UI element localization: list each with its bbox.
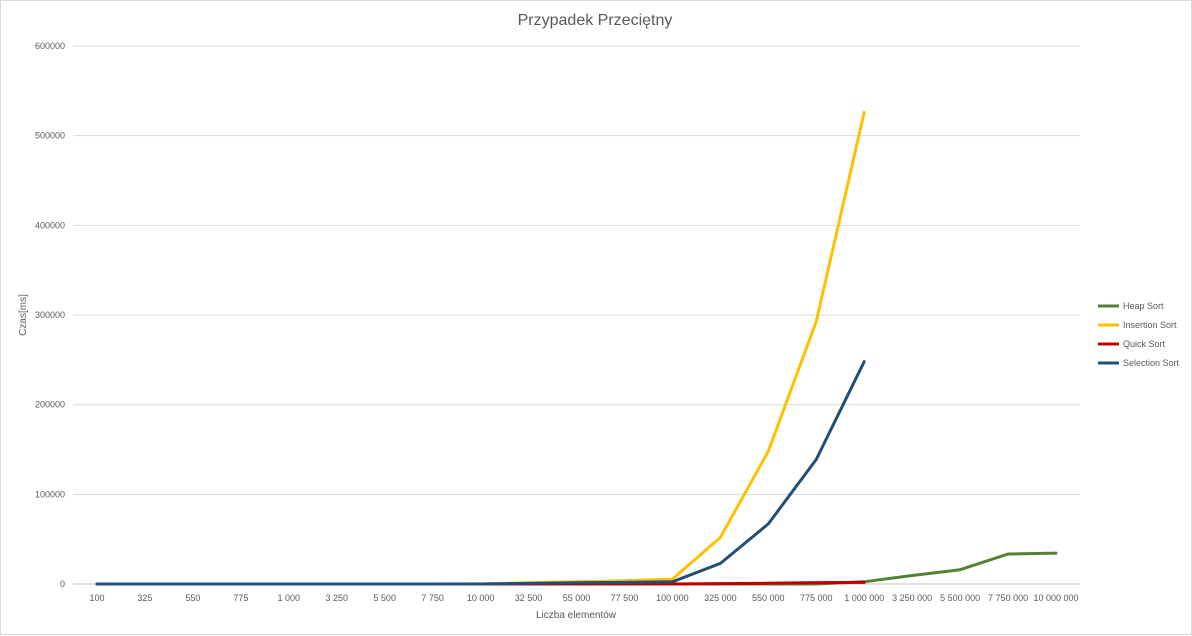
x-axis-ticks: 100 325 550 775 1 000 3 250 5 500 7 750 10 000 32… bbox=[89, 593, 1078, 603]
y-tick-label: 400000 bbox=[35, 220, 65, 230]
y-tick-label: 500000 bbox=[35, 131, 65, 141]
y-axis-title: Czas[ms] bbox=[18, 294, 29, 336]
legend-label: Heap Sort bbox=[1123, 301, 1164, 311]
y-tick-label: 200000 bbox=[35, 400, 65, 410]
x-tick-label: 3 250 bbox=[325, 593, 348, 603]
series-line-heap-sort bbox=[95, 551, 1058, 586]
x-tick-label: 55 000 bbox=[563, 593, 591, 603]
legend: Heap Sort Insertion Sort Quick Sort Selecti… bbox=[1098, 301, 1180, 368]
legend-label: Quick Sort bbox=[1123, 339, 1166, 349]
x-tick-label: 5 500 bbox=[373, 593, 396, 603]
x-tick-label: 550 000 bbox=[752, 593, 785, 603]
y-tick-label: 600000 bbox=[35, 41, 65, 51]
x-tick-label: 7 750 000 bbox=[988, 593, 1028, 603]
gridlines bbox=[73, 45, 1080, 585]
x-tick-label: 325 bbox=[137, 593, 152, 603]
y-tick-label: 300000 bbox=[35, 310, 65, 320]
x-tick-label: 3 250 000 bbox=[892, 593, 932, 603]
y-tick-label: 100000 bbox=[35, 489, 65, 499]
y-tick-label: 0 bbox=[60, 579, 65, 589]
x-tick-label: 77 500 bbox=[611, 593, 639, 603]
chart-title: Przypadek Przeciętny bbox=[518, 12, 673, 29]
x-tick-label: 1 000 000 bbox=[844, 593, 884, 603]
series-line-selection-sort bbox=[95, 360, 866, 586]
series-line-insertion-sort bbox=[95, 110, 866, 586]
x-tick-label: 5 500 000 bbox=[940, 593, 980, 603]
x-tick-label: 775 bbox=[233, 593, 248, 603]
x-tick-label: 325 000 bbox=[704, 593, 737, 603]
x-tick-label: 100 bbox=[89, 593, 104, 603]
x-tick-label: 775 000 bbox=[800, 593, 833, 603]
legend-label: Selection Sort bbox=[1123, 358, 1180, 368]
legend-label: Insertion Sort bbox=[1123, 320, 1177, 330]
x-tick-label: 32 500 bbox=[515, 593, 543, 603]
x-axis-title: Liczba elementów bbox=[536, 610, 617, 621]
x-tick-label: 10 000 000 bbox=[1034, 593, 1079, 603]
x-tick-label: 10 000 bbox=[467, 593, 495, 603]
series-lines bbox=[95, 110, 1058, 586]
x-tick-label: 7 750 bbox=[421, 593, 444, 603]
x-tick-label: 1 000 bbox=[278, 593, 301, 603]
x-tick-label: 100 000 bbox=[656, 593, 689, 603]
y-axis-ticks: 0 100000 200000 300000 400000 500000 600000 bbox=[35, 41, 65, 589]
x-tick-label: 550 bbox=[185, 593, 200, 603]
